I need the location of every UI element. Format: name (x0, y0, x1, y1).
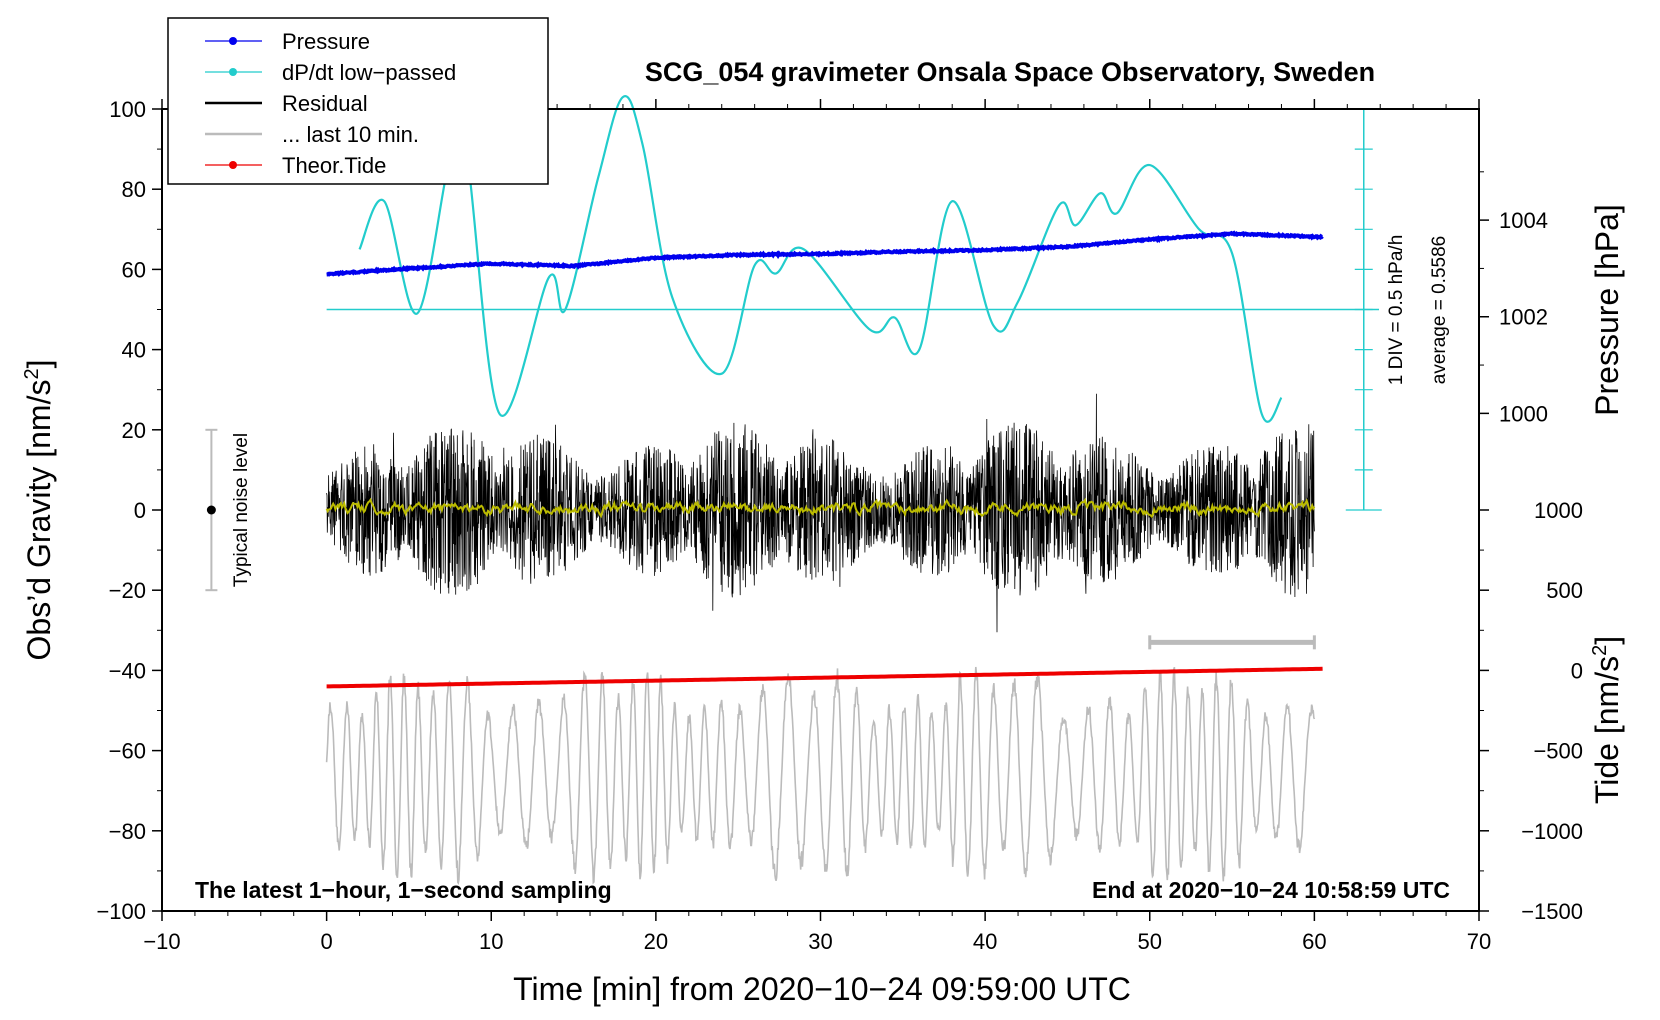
x-tick-label: 0 (321, 929, 333, 954)
noise-level-label: Typical noise level (231, 433, 252, 587)
y-tick-label: 0 (134, 498, 146, 523)
y-tick-label: −60 (109, 739, 146, 764)
y-tick-label: 100 (109, 97, 146, 122)
x-tick-label: 40 (973, 929, 997, 954)
pressure-tick-label: 1000 (1499, 401, 1548, 426)
y-axis-title-left: Obs’d Gravity [nm/s2] (21, 360, 57, 661)
chart-title: SCG_054 gravimeter Onsala Space Observat… (645, 57, 1375, 87)
legend-marker (229, 68, 237, 76)
y-tick-label: −40 (109, 658, 146, 683)
legend-marker (229, 161, 237, 169)
y-tick-label: 40 (122, 338, 146, 363)
legend-label: ... last 10 min. (282, 122, 419, 147)
noise-level-dot (206, 505, 216, 515)
x-tick-label: 70 (1467, 929, 1491, 954)
y-tick-label: 60 (122, 257, 146, 282)
tide-tick-label: −500 (1533, 739, 1583, 764)
y-tick-label: −20 (109, 578, 146, 603)
footnote-right: End at 2020−10−24 10:58:59 UTC (1092, 877, 1450, 903)
legend-label: Pressure (282, 29, 370, 54)
residual-smoothed-series (325, 497, 1316, 519)
legend-label: Theor.Tide (282, 153, 386, 178)
pressure-tick-label: 1004 (1499, 208, 1548, 233)
x-tick-label: 10 (479, 929, 503, 954)
footnote-left: The latest 1−hour, 1−second sampling (195, 877, 612, 903)
x-tick-label: 30 (808, 929, 832, 954)
legend: Pressure dP/dt low−passed Residual ... last… (167, 17, 549, 185)
pressure-tick-label: 1002 (1499, 305, 1548, 330)
x-tick-label: 20 (644, 929, 668, 954)
x-axis-title: Time [min] from 2020−10−24 09:59:00 UTC (513, 971, 1131, 1007)
y-tick-label: −80 (109, 819, 146, 844)
dpdt-series (358, 95, 1283, 423)
data-layer (205, 95, 1382, 885)
x-tick-label: −10 (143, 929, 180, 954)
pressure-series (326, 230, 1324, 277)
y-axis-title-tide: Tide [nm/s2] (1589, 636, 1625, 804)
legend-label: Residual (282, 91, 368, 116)
tide-tick-label: 500 (1546, 578, 1583, 603)
y-tick-label: 80 (122, 177, 146, 202)
tide-tick-label: −1000 (1521, 819, 1583, 844)
theor-tide-series (326, 666, 1323, 689)
y-axis-title-pressure: Pressure [hPa] (1589, 204, 1625, 416)
dpdt-average-label: average = 0.5586 (1429, 236, 1450, 384)
axes-layer: −10 0 10 20 30 40 50 60 70100806040200−20−40−60−… (96, 97, 1583, 954)
tide-tick-label: 0 (1571, 658, 1583, 683)
legend-label: dP/dt low−passed (282, 60, 456, 85)
y-tick-label: −100 (96, 899, 146, 924)
y-tick-label: 20 (122, 418, 146, 443)
x-tick-label: 60 (1302, 929, 1326, 954)
tide-tick-label: −1500 (1521, 899, 1583, 924)
last-10-min-series (325, 666, 1316, 885)
tide-tick-label: 1000 (1534, 498, 1583, 523)
residual-series (326, 393, 1315, 633)
dpdt-scale-label: 1 DIV = 0.5 hPa/h (1386, 235, 1407, 386)
legend-box (167, 17, 549, 185)
x-tick-label: 50 (1138, 929, 1162, 954)
legend-marker (229, 37, 237, 45)
